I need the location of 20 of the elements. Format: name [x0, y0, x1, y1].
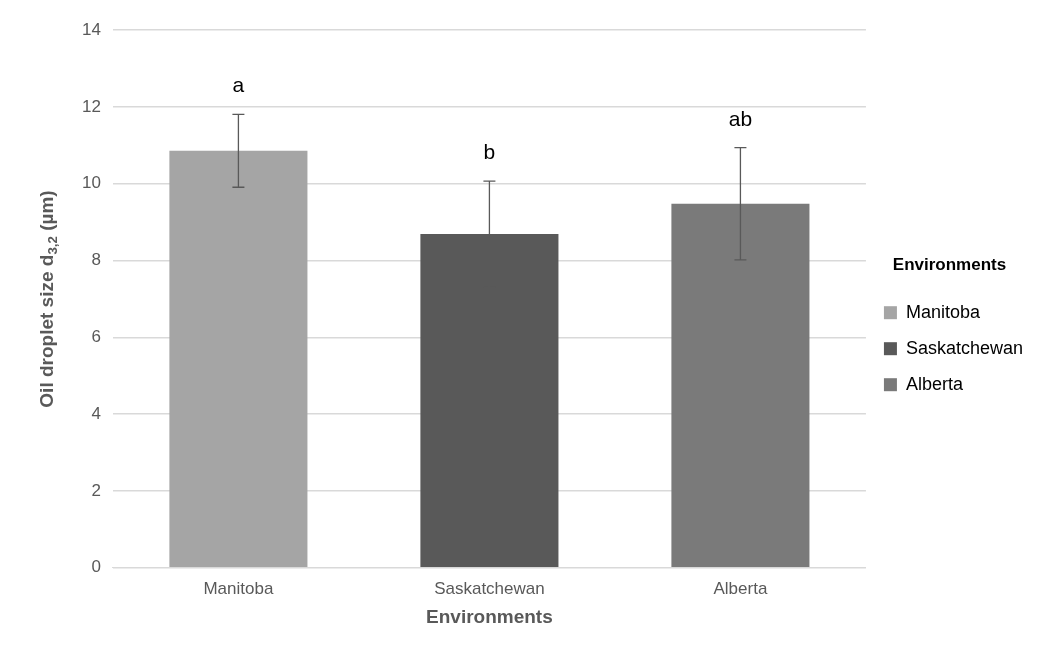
x-tick-label: Alberta	[713, 578, 768, 598]
legend-title: Environments	[892, 255, 1007, 275]
legend-label: Saskatchewan	[905, 337, 1024, 358]
legend-label: Alberta	[905, 373, 964, 394]
annotation: b	[483, 140, 496, 164]
x-axis-title: Environments	[426, 605, 553, 627]
y-axis-title: Oil droplet size d3,2 (µm)	[36, 190, 61, 408]
y-tick-label: 2	[91, 480, 101, 500]
x-tick-label: Saskatchewan	[434, 578, 545, 598]
y-tick-label: 6	[91, 327, 101, 347]
y-tick-label: 8	[91, 250, 101, 270]
annotation: ab	[728, 106, 753, 130]
annotation: a	[232, 73, 245, 97]
y-tick-label: 4	[91, 403, 101, 423]
y-tick-label: 0	[91, 557, 101, 577]
y-tick-label: 10	[81, 173, 101, 193]
y-tick-label: 12	[81, 96, 101, 116]
y-tick-label: 14	[81, 19, 101, 39]
x-tick-label: Manitoba	[203, 578, 274, 598]
legend-label: Manitoba	[905, 301, 981, 322]
